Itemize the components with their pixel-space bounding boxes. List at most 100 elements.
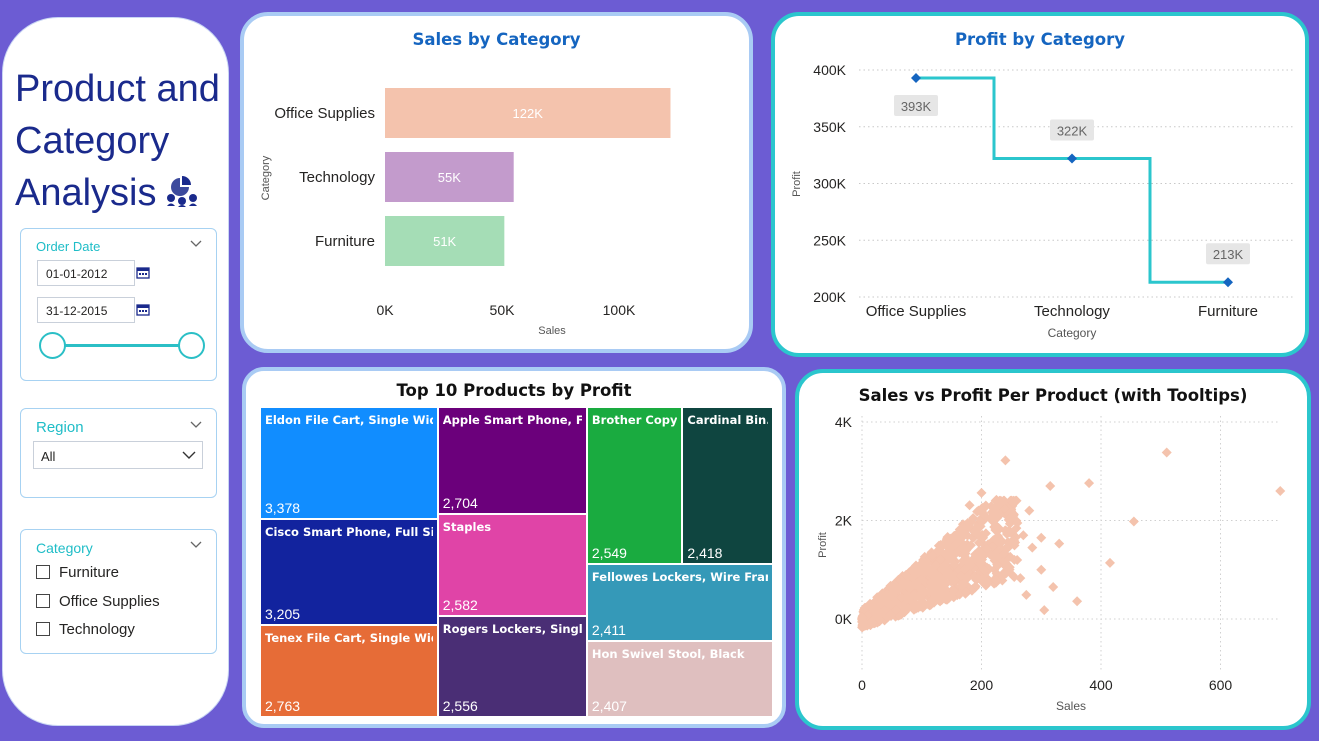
scatter-point[interactable] (930, 560, 941, 571)
scatter-point[interactable] (935, 540, 946, 551)
scatter-point[interactable] (1039, 605, 1050, 616)
scatter-point[interactable] (949, 575, 960, 586)
calendar-icon[interactable] (136, 266, 150, 279)
scatter-point[interactable] (889, 584, 900, 595)
scatter-point[interactable] (881, 595, 892, 606)
treemap-cell[interactable]: Cardinal Bin... 2,418 (682, 407, 773, 565)
scatter-point[interactable] (1001, 558, 1012, 569)
scatter-point[interactable] (977, 537, 988, 548)
scatter-point[interactable] (968, 532, 979, 543)
scatter-point[interactable] (857, 617, 868, 628)
scatter-point[interactable] (917, 596, 928, 607)
scatter-point[interactable] (1006, 507, 1017, 518)
scatter-point[interactable] (973, 505, 984, 516)
scatter-point[interactable] (1027, 542, 1038, 553)
scatter-point[interactable] (993, 525, 1004, 536)
scatter-point[interactable] (1009, 554, 1020, 565)
scatter-point[interactable] (960, 529, 971, 540)
scatter-point[interactable] (968, 513, 979, 524)
scatter-point[interactable] (991, 574, 1002, 585)
data-point[interactable] (911, 72, 921, 83)
scatter-point[interactable] (1128, 516, 1139, 527)
scatter-point[interactable] (958, 556, 969, 567)
scatter-point[interactable] (1004, 564, 1015, 575)
scatter-point[interactable] (976, 557, 987, 568)
treemap-cell[interactable]: Eldon File Cart, Single Width 3,378 (260, 407, 438, 520)
scatter-point[interactable] (987, 541, 998, 552)
scatter-point[interactable] (1024, 505, 1035, 516)
scatter-point[interactable] (948, 585, 959, 596)
scatter-point[interactable] (972, 573, 983, 584)
scatter-point[interactable] (1012, 517, 1023, 528)
treemap-cell[interactable]: Fellowes Lockers, Wire Frame 2,411 (586, 564, 773, 641)
checkbox[interactable] (36, 622, 50, 636)
scatter-point[interactable] (917, 574, 928, 585)
scatter-point[interactable] (981, 543, 992, 554)
scatter-point[interactable] (902, 579, 913, 590)
bar[interactable] (385, 88, 671, 138)
scatter-point[interactable] (950, 539, 961, 550)
scatter-point[interactable] (891, 594, 902, 605)
scatter-point[interactable] (899, 607, 910, 618)
scatter-point[interactable] (1104, 557, 1115, 568)
scatter-point[interactable] (989, 578, 1000, 589)
scatter-point[interactable] (1084, 478, 1095, 489)
scatter-point[interactable] (940, 594, 951, 605)
scatter-point[interactable] (985, 549, 996, 560)
scatter-point[interactable] (1015, 573, 1026, 584)
scatter-point[interactable] (962, 572, 973, 583)
treemap-cell[interactable]: Tenex File Cart, Single Width 2,763 (260, 625, 438, 717)
scatter-point[interactable] (1045, 481, 1056, 492)
scatter-point[interactable] (985, 512, 996, 523)
region-dropdown[interactable]: All (33, 441, 203, 469)
scatter-point[interactable] (909, 600, 920, 611)
treemap-cell[interactable]: Apple Smart Phone, F... 2,704 (437, 407, 587, 514)
scatter-point[interactable] (977, 529, 988, 540)
treemap-cell[interactable]: Hon Swivel Stool, Black 2,407 (586, 640, 773, 717)
scatter-point[interactable] (883, 598, 894, 609)
treemap-cell[interactable]: Staples 2,582 (437, 513, 587, 616)
checkbox[interactable] (36, 565, 50, 579)
scatter-point[interactable] (972, 522, 983, 533)
scatter-point[interactable] (1036, 532, 1047, 543)
scatter-point[interactable] (1036, 564, 1047, 575)
treemap-cell[interactable]: Brother Copy... 2,549 (586, 407, 683, 565)
scatter-point[interactable] (1072, 596, 1083, 607)
end-date-input[interactable]: 31-12-2015 (37, 297, 135, 323)
scatter-point[interactable] (942, 565, 953, 576)
scatter-point[interactable] (901, 592, 912, 603)
scatter-point[interactable] (939, 585, 950, 596)
scatter-point[interactable] (954, 541, 965, 552)
category-option-furniture[interactable]: Furniture (36, 562, 119, 582)
scatter-point[interactable] (1018, 530, 1029, 541)
scatter-point[interactable] (994, 499, 1005, 510)
scatter-point[interactable] (960, 548, 971, 559)
scatter-point[interactable] (1008, 498, 1019, 509)
scatter-point[interactable] (964, 500, 975, 511)
date-range-start-handle[interactable] (39, 332, 66, 359)
data-point[interactable] (1067, 153, 1077, 164)
checkbox[interactable] (36, 594, 50, 608)
category-option-technology[interactable]: Technology (36, 619, 135, 639)
category-option-office-supplies[interactable]: Office Supplies (36, 591, 160, 611)
date-range-track[interactable] (51, 344, 193, 347)
scatter-point[interactable] (976, 487, 987, 498)
scatter-point[interactable] (901, 569, 912, 580)
scatter-point[interactable] (1054, 538, 1065, 549)
scatter-point[interactable] (991, 494, 1002, 505)
scatter-point[interactable] (924, 600, 935, 611)
scatter-point[interactable] (1001, 529, 1012, 540)
calendar-icon[interactable] (136, 303, 150, 316)
scatter-point[interactable] (860, 602, 871, 613)
scatter-point[interactable] (962, 543, 973, 554)
scatter-point[interactable] (1009, 572, 1020, 583)
scatter-point[interactable] (911, 563, 922, 574)
scatter-point[interactable] (962, 517, 973, 528)
scatter-point[interactable] (979, 564, 990, 575)
scatter-point[interactable] (941, 578, 952, 589)
scatter-point[interactable] (924, 582, 935, 593)
scatter-point[interactable] (940, 548, 951, 559)
scatter-point[interactable] (945, 550, 956, 561)
bar[interactable] (385, 216, 505, 266)
scatter-point[interactable] (992, 560, 1003, 571)
